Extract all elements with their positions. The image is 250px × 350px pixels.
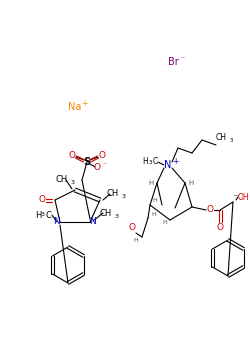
Text: H: H — [35, 210, 41, 219]
Text: CH: CH — [100, 209, 112, 217]
Text: —: — — [233, 194, 239, 198]
Text: O: O — [38, 196, 46, 204]
Text: +: + — [172, 158, 178, 167]
Text: O: O — [68, 150, 75, 160]
Text: O: O — [206, 205, 214, 215]
Text: H: H — [152, 197, 158, 203]
Text: O: O — [216, 224, 224, 232]
Text: N: N — [54, 217, 60, 226]
Text: CH: CH — [56, 175, 68, 184]
Text: H: H — [188, 180, 194, 186]
Text: 3: 3 — [115, 214, 119, 218]
Text: 3: 3 — [71, 181, 75, 186]
Text: C: C — [152, 158, 158, 167]
Text: +: + — [81, 99, 87, 108]
Text: 3: 3 — [41, 212, 45, 217]
Text: 3: 3 — [148, 160, 152, 164]
Text: 3: 3 — [229, 139, 233, 143]
Text: ⁻: ⁻ — [181, 55, 185, 63]
Text: O: O — [98, 150, 105, 160]
Text: N: N — [164, 160, 172, 170]
Text: H: H — [134, 238, 138, 244]
Text: OH: OH — [237, 193, 249, 202]
Text: H: H — [148, 180, 154, 186]
Text: H: H — [152, 212, 156, 217]
Text: ⁻: ⁻ — [102, 162, 106, 168]
Text: Br: Br — [168, 57, 179, 67]
Text: C: C — [45, 210, 51, 219]
Text: S: S — [84, 157, 90, 167]
Text: CH: CH — [107, 189, 119, 198]
Text: O: O — [128, 224, 136, 232]
Text: Na: Na — [68, 102, 82, 112]
Text: H: H — [162, 220, 168, 225]
Text: 3: 3 — [122, 195, 126, 200]
Text: N: N — [90, 217, 96, 226]
Text: O: O — [94, 163, 100, 173]
Text: CH: CH — [216, 133, 226, 142]
Text: H: H — [142, 158, 148, 167]
